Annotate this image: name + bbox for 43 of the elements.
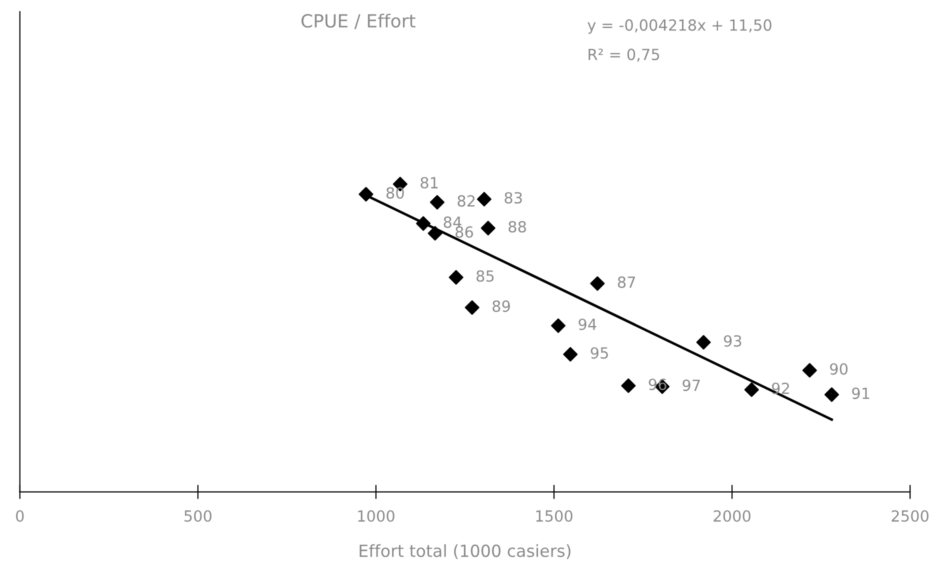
annotation: 81 [420, 176, 438, 189]
point [621, 378, 636, 393]
x-axis-title: Effort total (1000 casiers) [360, 544, 570, 560]
x-tick-label: 1000 [358, 510, 394, 522]
point [696, 335, 711, 350]
point [590, 276, 605, 291]
annotation: 93 [724, 335, 742, 347]
annotation: 97 [682, 380, 700, 392]
point [550, 318, 566, 333]
point [744, 382, 759, 397]
x-tick-label: 2000 [714, 510, 750, 522]
point [358, 186, 374, 202]
point [824, 387, 840, 402]
annotation: 95 [590, 347, 608, 359]
annotation: 88 [508, 221, 526, 233]
x-tick-label: 500 [184, 510, 212, 522]
annotation: 85 [476, 270, 494, 282]
text: R² = 0,75 [588, 48, 660, 62]
annotation: 90 [830, 363, 848, 375]
point [428, 226, 442, 241]
point [480, 220, 496, 236]
point [416, 216, 431, 231]
point [802, 363, 817, 378]
point [430, 194, 444, 210]
x-tick-label: 2500 [892, 510, 928, 522]
annotation: 82 [458, 195, 475, 207]
annotation: 86 [456, 226, 473, 238]
annotation: 94 [578, 318, 596, 330]
x-tick-label: 0 [16, 510, 24, 522]
point [448, 270, 464, 285]
annotation: 87 [618, 276, 636, 288]
point [563, 347, 578, 362]
x-tick-label: 1500 [536, 510, 572, 522]
annotation: 84 [444, 216, 462, 228]
point [476, 192, 492, 206]
point [464, 300, 480, 315]
annotation: 89 [492, 300, 510, 312]
annotation: 83 [504, 192, 522, 204]
chart-title: CPUE / Effort [301, 14, 416, 30]
annotation: 92 [772, 382, 789, 394]
annotation: 80 [386, 187, 404, 199]
annotation: 91 [852, 388, 870, 400]
text: y = -0,004218x + 11,50 [588, 19, 772, 34]
